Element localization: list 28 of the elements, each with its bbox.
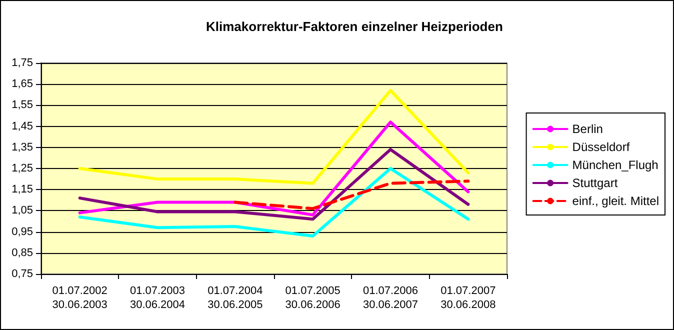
line-series	[78, 88, 470, 185]
y-tick-label: 1,35	[12, 141, 33, 154]
line-series	[78, 120, 470, 216]
legend-label: Düsseldorf	[572, 140, 630, 154]
line-series	[78, 167, 470, 238]
y-tick-label: 1,25	[12, 162, 33, 174]
line-series	[234, 180, 470, 210]
y-tick-label: 1,55	[12, 99, 33, 112]
legend-label: München_Flugh	[572, 158, 658, 172]
y-tick-label: 0,95	[12, 226, 33, 238]
line-series	[78, 148, 470, 221]
y-tick-label: 1,15	[12, 184, 33, 196]
y-tick-label: 0,85	[12, 246, 33, 259]
chart-title: Klimakorrektur-Faktoren einzelner Heizperioden	[206, 19, 503, 34]
y-tick-label: 0,75	[12, 268, 33, 280]
legend-label: Stuttgart	[572, 176, 618, 190]
x-tick-label: 01.07.2005 30.06.2006	[285, 285, 340, 311]
x-tick-label: 01.07.2006 30.06.2007	[362, 285, 418, 311]
legend-label: einf., gleit. Mittel	[572, 194, 659, 208]
y-tick-label: 1,65	[12, 78, 33, 90]
y-tick-label: 1,45	[12, 120, 33, 132]
x-tick-label: 01.07.2002 30.06.2003	[52, 285, 108, 311]
y-tick-label: 1,75	[12, 57, 33, 69]
x-tick-label: 01.07.2004 30.06.2005	[208, 285, 263, 311]
x-tick-label: 01.07.2003 30.06.2004	[130, 285, 186, 311]
y-tick-label: 1,05	[12, 204, 33, 217]
x-tick-label: 01.07.2007 30.06.2008	[440, 285, 496, 311]
legend-label: Berlin	[572, 122, 603, 136]
